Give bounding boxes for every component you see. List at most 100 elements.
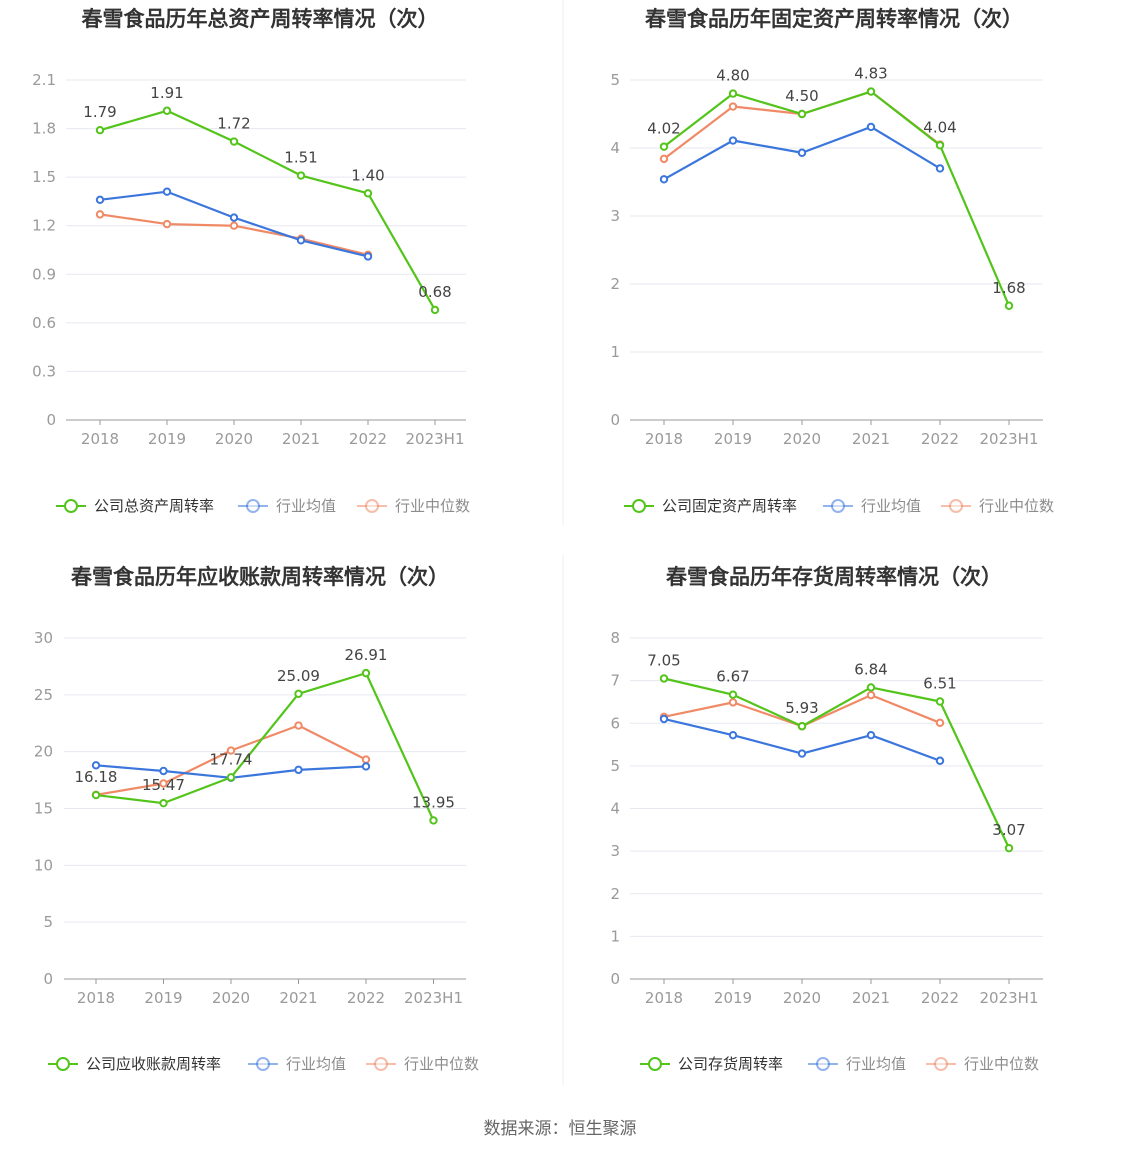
data-point-industry-average bbox=[935, 756, 945, 765]
x-tick-label: 2023H1 bbox=[980, 989, 1039, 1007]
data-label: 1.40 bbox=[351, 166, 384, 184]
y-tick-label: 25 bbox=[34, 686, 53, 704]
legend-industry-average[interactable]: 行业均值 bbox=[248, 1055, 346, 1073]
y-tick-label: 0 bbox=[610, 411, 620, 429]
x-tick-label: 2022 bbox=[921, 989, 959, 1007]
legend-marker bbox=[934, 1057, 948, 1071]
y-tick-label: 5 bbox=[610, 757, 620, 775]
y-tick-label: 1.5 bbox=[32, 168, 56, 186]
x-tick-label: 2019 bbox=[144, 989, 182, 1007]
legend-industry-average[interactable]: 行业均值 bbox=[823, 497, 921, 515]
legend-label: 公司总资产周转率 bbox=[94, 497, 214, 515]
chart-total-asset-turnover: 春雪食品历年总资产周转率情况（次） 0 0.3 0.6 0.9 1.2 1.5 1.8 2.1 2… bbox=[32, 7, 470, 515]
series-line-company bbox=[663, 677, 1010, 849]
data-point-industry-median bbox=[95, 210, 105, 219]
y-tick-label: 4 bbox=[610, 139, 620, 157]
data-label: 5.93 bbox=[785, 699, 818, 717]
legend-industry-median[interactable]: 行业中位数 bbox=[357, 497, 470, 515]
data-label: 4.04 bbox=[923, 118, 956, 136]
legend-company[interactable]: 公司应收账款周转率 bbox=[48, 1055, 221, 1073]
data-label: 4.80 bbox=[716, 67, 749, 85]
data-point-industry-median bbox=[866, 690, 876, 700]
legend-marker bbox=[648, 1057, 662, 1071]
data-point-industry-median bbox=[162, 219, 172, 229]
data-point-industry-average bbox=[866, 730, 876, 740]
data-point-industry-average bbox=[91, 761, 101, 770]
y-tick-label: 2 bbox=[610, 885, 620, 903]
y-tick-label: 0 bbox=[46, 411, 56, 429]
legend-label: 公司应收账款周转率 bbox=[86, 1055, 221, 1073]
data-label: 25.09 bbox=[277, 667, 320, 685]
legend-marker bbox=[374, 1057, 388, 1071]
data-point-industry-average bbox=[728, 730, 738, 740]
legend-label: 行业中位数 bbox=[979, 497, 1054, 515]
y-tick-label: 10 bbox=[34, 856, 53, 874]
data-label: 1.79 bbox=[83, 103, 116, 121]
data-point-company bbox=[866, 87, 876, 96]
data-point-company bbox=[91, 790, 101, 800]
x-tick-label: 2021 bbox=[852, 989, 890, 1007]
legend-marker bbox=[365, 499, 379, 513]
data-point-industry-average bbox=[659, 175, 669, 184]
x-tick-label: 2020 bbox=[212, 989, 250, 1007]
chart-fixed-asset-turnover: 春雪食品历年固定资产周转率情况（次） 0 1 2 3 4 5 2018 2019 2020 2021… bbox=[610, 7, 1054, 515]
y-tick-label: 0.3 bbox=[32, 362, 56, 380]
y-tick-label: 7 bbox=[610, 672, 620, 690]
legend-label: 行业均值 bbox=[286, 1055, 346, 1073]
x-tick-label: 2019 bbox=[148, 430, 186, 448]
y-tick-label: 5 bbox=[43, 913, 53, 931]
legend-industry-median[interactable]: 行业中位数 bbox=[366, 1055, 479, 1073]
x-tick-label: 2021 bbox=[282, 430, 320, 448]
data-label: 4.50 bbox=[785, 87, 818, 105]
data-point-industry-average bbox=[361, 762, 371, 771]
chart-inventory-turnover: 春雪食品历年存货周转率情况（次） 0 1 2 3 4 5 6 7 8 2018 2019 2020 202… bbox=[610, 565, 1043, 1073]
data-label: 6.84 bbox=[854, 660, 887, 678]
legend-marker bbox=[816, 1057, 830, 1071]
legend-company[interactable]: 公司总资产周转率 bbox=[56, 497, 214, 515]
legend-marker bbox=[831, 499, 845, 513]
legend-company[interactable]: 公司存货周转率 bbox=[640, 1055, 783, 1073]
data-point-industry-average bbox=[162, 187, 172, 196]
chart-receivables-turnover: 春雪食品历年应收账款周转率情况（次） 0 5 10 15 20 25 30 2018 2019 20… bbox=[34, 565, 479, 1073]
data-label: 1.91 bbox=[150, 84, 183, 102]
data-point-industry-median bbox=[159, 779, 168, 788]
data-label: 0.68 bbox=[418, 283, 451, 301]
data-label: 15.47 bbox=[142, 776, 185, 794]
chart-title: 春雪食品历年应收账款周转率情况（次） bbox=[71, 565, 449, 589]
data-point-industry-average bbox=[659, 714, 669, 724]
x-tick-label: 2019 bbox=[714, 989, 752, 1007]
chart-title: 春雪食品历年存货周转率情况（次） bbox=[666, 565, 1002, 589]
chart-title: 春雪食品历年总资产周转率情况（次） bbox=[82, 7, 439, 31]
series-line-company bbox=[95, 672, 435, 821]
x-tick-label: 2022 bbox=[347, 989, 385, 1007]
x-tick-label: 2018 bbox=[645, 430, 683, 448]
data-label: 17.74 bbox=[210, 750, 253, 768]
y-tick-label: 1.2 bbox=[32, 217, 56, 235]
data-point-industry-average bbox=[229, 213, 239, 222]
data-point-company bbox=[728, 690, 738, 699]
data-point-company bbox=[935, 697, 945, 706]
x-tick-label: 2018 bbox=[81, 430, 119, 448]
y-tick-label: 5 bbox=[610, 71, 620, 89]
legend-industry-median[interactable]: 行业中位数 bbox=[926, 1055, 1039, 1073]
data-label: 1.51 bbox=[284, 149, 317, 167]
data-label: 16.18 bbox=[75, 768, 118, 786]
legend-label: 行业均值 bbox=[861, 497, 921, 515]
legend-marker bbox=[949, 499, 963, 513]
legend-company[interactable]: 公司固定资产周转率 bbox=[624, 497, 797, 515]
legend-industry-average[interactable]: 行业均值 bbox=[808, 1055, 906, 1073]
data-point-industry-average bbox=[797, 148, 807, 157]
y-tick-label: 20 bbox=[34, 743, 53, 761]
data-point-industry-average bbox=[294, 765, 303, 775]
y-tick-label: 3 bbox=[610, 842, 620, 860]
data-point-company bbox=[659, 674, 669, 683]
y-tick-label: 4 bbox=[610, 800, 620, 818]
legend-industry-median[interactable]: 行业中位数 bbox=[941, 497, 1054, 515]
legend-marker bbox=[246, 499, 260, 513]
data-label: 1.72 bbox=[217, 115, 250, 133]
data-point-industry-average bbox=[866, 122, 876, 132]
data-point-industry-average bbox=[159, 766, 168, 776]
data-point-company bbox=[361, 668, 371, 678]
data-label: 4.02 bbox=[647, 120, 680, 138]
legend-industry-average[interactable]: 行业均值 bbox=[238, 497, 336, 515]
